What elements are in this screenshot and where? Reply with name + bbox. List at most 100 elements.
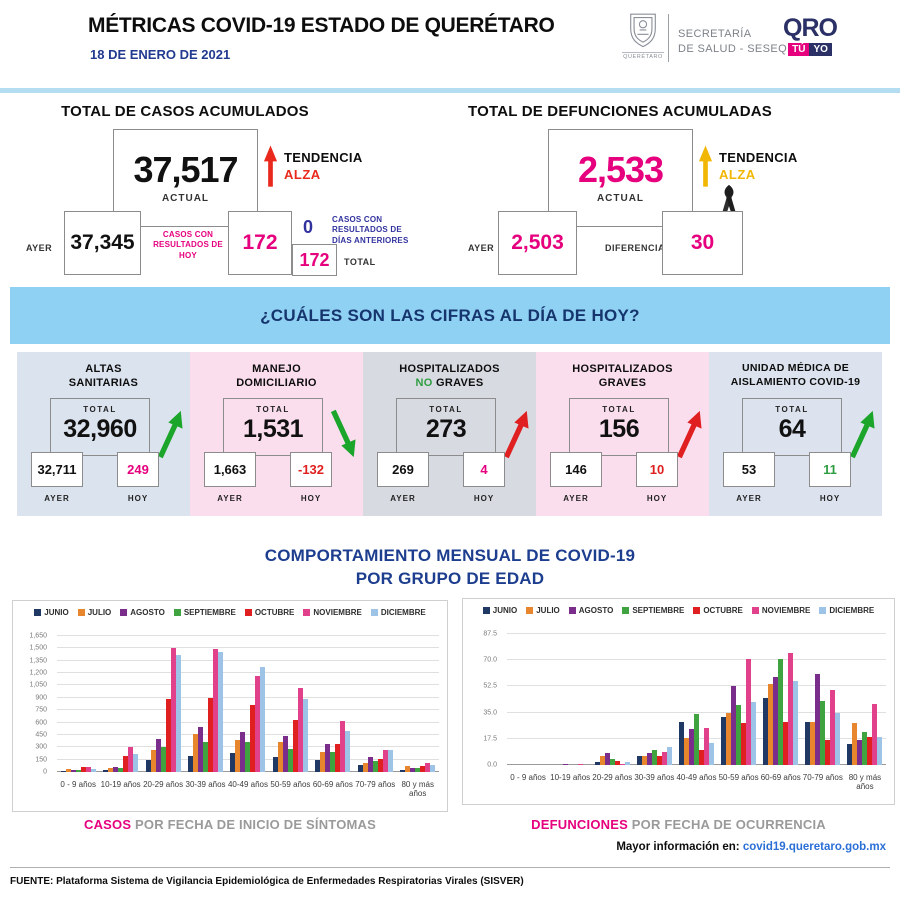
- bar-diciembre: [133, 753, 139, 772]
- card-total-box: TOTAL 64: [742, 398, 842, 456]
- bar-group: [760, 634, 802, 765]
- bar-julio: [405, 766, 411, 772]
- cases-ayer-value: 37,345: [70, 231, 135, 254]
- cases-total-value: 172: [299, 249, 330, 270]
- page-title: MÉTRICAS COVID-19 ESTADO DE QUERÉTARO: [88, 14, 555, 37]
- bar-group: [57, 636, 99, 772]
- bar-junio: [636, 756, 642, 765]
- qro-wordmark: QRO: [783, 14, 838, 42]
- card-hoy-box: 249: [117, 452, 159, 487]
- more-info-label: Mayor información en:: [616, 841, 743, 853]
- x-axis-label: 30-39 años: [634, 773, 675, 782]
- x-axis-label: 50-59 años: [270, 780, 311, 789]
- gridline: [57, 733, 439, 735]
- legend-label: SEPTIEMBRE: [632, 606, 685, 615]
- x-axis-label: 10-19 años: [100, 780, 141, 789]
- bar-noviembre: [577, 763, 583, 765]
- card-unidad-medica-aislamiento: UNIDAD MÉDICA DE AISLAMIENTO COVID-19 TO…: [709, 352, 882, 516]
- card-hoy-label: HOY: [300, 494, 322, 503]
- mourning-ribbon-icon: [721, 184, 737, 215]
- charts-title-line1: COMPORTAMIENTO MENSUAL DE COVID-19: [264, 546, 636, 565]
- trend-up-arrow-icon: [503, 410, 529, 459]
- bar-julio: [277, 742, 283, 772]
- bar-agosto: [367, 756, 373, 772]
- card-ayer-label: AYER: [217, 494, 243, 503]
- covid-site-link[interactable]: covid19.queretaro.gob.mx: [742, 841, 886, 853]
- secretaria-line1: SECRETARÍA: [678, 28, 752, 40]
- gridline: [57, 721, 439, 723]
- legend-item: OCTUBRE: [693, 606, 743, 615]
- bar-octubre: [698, 750, 704, 765]
- bar-group: [312, 636, 354, 772]
- cases-actual-value: 37,517: [133, 148, 238, 190]
- legend-swatch: [303, 609, 311, 616]
- bar-septiembre: [862, 732, 868, 765]
- y-axis-tick: 300: [35, 743, 47, 751]
- card-ayer-value: 53: [741, 462, 757, 477]
- today-figures-banner: ¿CUÁLES SON LAS CIFRAS AL DÍA DE HOY?: [10, 287, 890, 344]
- trend-down-arrow-icon: [330, 409, 356, 458]
- legend-label: JULIO: [87, 608, 112, 617]
- trend-up-arrow-icon: [849, 410, 875, 459]
- bar-group: [269, 636, 311, 772]
- y-axis-tick: 450: [35, 731, 47, 739]
- bar-group: [99, 636, 141, 772]
- card-altas-sanitarias: ALTAS SANITARIAS TOTAL 32,960 32,711 249…: [17, 352, 190, 516]
- x-axis-label: 70-79 años: [355, 780, 396, 789]
- chart-y-axis: 0 150 300 450 600 750 900 1,050 1,200 1,350 1,500 1…: [13, 633, 53, 776]
- bar-septiembre: [609, 759, 615, 765]
- y-axis-tick: 1,200: [29, 669, 47, 677]
- card-hoy-box: 4: [463, 452, 505, 487]
- bar-septiembre: [203, 741, 209, 772]
- charts-title-line2: POR GRUPO DE EDAD: [355, 568, 545, 588]
- charts-section-title: COMPORTAMIENTO MENSUAL DE COVID-19 POR G…: [0, 545, 900, 591]
- y-axis-tick: 1,500: [29, 644, 47, 652]
- legend-label: NOVIEMBRE: [761, 606, 811, 615]
- bar-octubre: [123, 756, 129, 772]
- bar-diciembre: [430, 764, 436, 772]
- bar-diciembre: [175, 654, 181, 772]
- legend-label: AGOSTO: [130, 608, 165, 617]
- bar-agosto: [857, 739, 863, 765]
- bar-septiembre: [372, 761, 378, 772]
- bar-septiembre: [820, 700, 826, 765]
- bar-julio: [768, 684, 774, 765]
- bar-junio: [678, 721, 684, 765]
- legend-swatch: [693, 607, 701, 614]
- bar-julio: [599, 756, 605, 765]
- bar-diciembre: [793, 681, 799, 765]
- card-ayer-label: AYER: [390, 494, 416, 503]
- bar-agosto: [646, 753, 652, 765]
- y-axis-tick: 900: [35, 694, 47, 702]
- bar-septiembre: [118, 768, 124, 772]
- card-total-box: TOTAL 156: [569, 398, 669, 456]
- cases-total-box: 172: [292, 244, 337, 276]
- bar-group: [675, 634, 717, 765]
- x-axis-label: 80 y más años: [401, 780, 434, 799]
- card-title-line1: ALTAS: [85, 363, 122, 375]
- deaths-actual-label: ACTUAL: [596, 192, 645, 204]
- x-axis-label: 60-69 años: [760, 773, 801, 782]
- card-total-label: TOTAL: [256, 405, 290, 414]
- bar-noviembre: [382, 749, 388, 772]
- deaths-actual-value: 2,533: [577, 148, 664, 190]
- bar-agosto: [410, 767, 416, 772]
- bar-octubre: [783, 721, 789, 765]
- legend-swatch: [622, 607, 630, 614]
- qro-tu-yo-logo: QRO TÚ YO: [780, 16, 840, 56]
- card-ayer-box: 53: [723, 452, 775, 487]
- card-hoy-value: 10: [649, 462, 665, 477]
- legend-label: JUNIO: [492, 606, 518, 615]
- bar-julio: [65, 769, 71, 772]
- legend-label: AGOSTO: [578, 606, 614, 615]
- trend-up-arrow-icon: [676, 410, 702, 459]
- card-total-box: TOTAL 273: [396, 398, 496, 456]
- bar-octubre: [825, 739, 831, 765]
- bar-septiembre: [287, 748, 293, 772]
- bar-julio: [235, 739, 241, 772]
- bar-group: [633, 634, 675, 765]
- bar-group: [802, 634, 844, 765]
- bar-junio: [847, 744, 853, 765]
- cases-today-label: CASOS CON RESULTADOS DE HOY: [153, 230, 223, 260]
- bar-group: [549, 634, 591, 765]
